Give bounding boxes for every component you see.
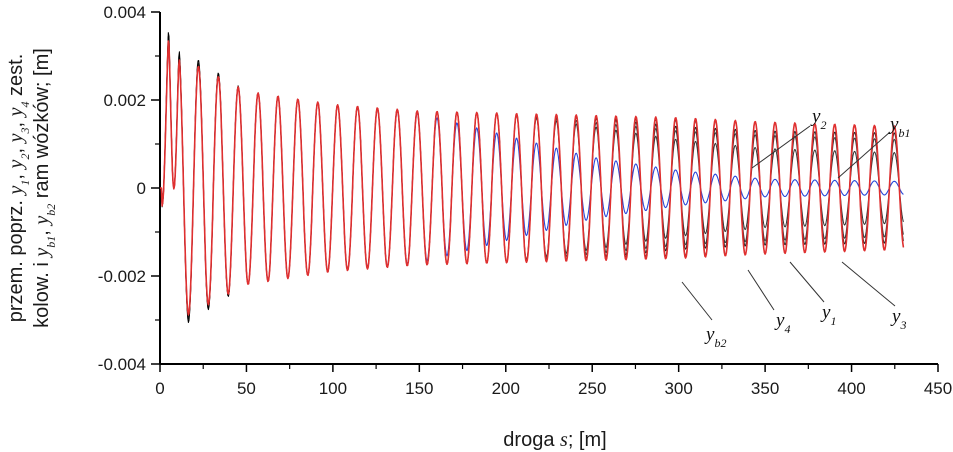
series-yb1-line (159, 40, 905, 316)
x-tick-label: 250 (578, 379, 606, 398)
axes: 0 50 100 150 200 250 300 350 400 450 -0.004 -0.002 0… (98, 3, 952, 398)
leader-y4 (747, 269, 775, 311)
x-tick-label: 0 (155, 379, 164, 398)
curve-labels: y2 yb1 y3 y1 y4 yb2 (681, 106, 910, 350)
y-tick-label: -0.004 (98, 355, 146, 374)
leader-yb2 (681, 281, 713, 321)
y-tick-label: 0.004 (103, 3, 146, 22)
x-axis-title: droga s; [m] (503, 429, 606, 451)
label-yb2: yb2 (704, 324, 726, 350)
x-tick-label: 150 (405, 379, 433, 398)
label-y1: y1 (820, 302, 836, 328)
axis-titles: droga s; [m] przem. poprz. y1, y2, y3, y4… (5, 48, 607, 451)
y-axis-title-line: kolow. i yb1, yb2 ram wózków; [m] (31, 48, 58, 328)
x-tick-label: 50 (237, 379, 256, 398)
x-tick-label: 300 (664, 379, 692, 398)
label-y4: y4 (774, 310, 790, 336)
y-tick-label: 0.002 (103, 91, 146, 110)
leader-y2 (751, 125, 811, 169)
x-tick-label: 200 (492, 379, 520, 398)
x-tick-label: 400 (837, 379, 865, 398)
x-tick-label: 100 (319, 379, 347, 398)
y-tick-label: -0.002 (98, 267, 146, 286)
leader-yb1 (837, 131, 891, 179)
x-tick-label: 350 (751, 379, 779, 398)
y-tick-label: 0 (137, 179, 146, 198)
leader-y1 (789, 261, 825, 303)
x-tick-label: 450 (924, 379, 952, 398)
leader-y3 (841, 261, 896, 307)
label-y2: y2 (810, 106, 826, 132)
label-y3: y3 (890, 306, 906, 332)
y-axis-title-line: przem. poprz. y1, y2, y3, y4 zest. (5, 54, 32, 323)
label-yb1: yb1 (888, 114, 910, 140)
plot-area (159, 32, 905, 323)
